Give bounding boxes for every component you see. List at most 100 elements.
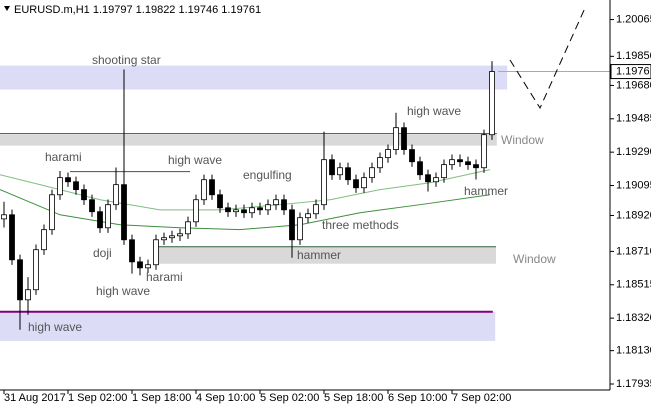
- pattern-annotation: Window: [501, 133, 544, 147]
- y-tick-label: 1.19680: [616, 79, 651, 91]
- candle-body: [297, 217, 303, 241]
- candle-body: [241, 209, 247, 214]
- candle-body: [321, 159, 327, 206]
- candle-body: [121, 184, 127, 241]
- candle-body: [409, 149, 415, 163]
- pattern-annotation: harami: [146, 270, 183, 284]
- candle-body: [177, 233, 183, 237]
- candle-body: [425, 174, 431, 183]
- candle-body: [481, 134, 487, 169]
- y-tick-label: 1.18710: [616, 245, 651, 257]
- candle-body: [305, 213, 311, 219]
- candle-body: [81, 189, 87, 201]
- candle-body: [393, 127, 399, 150]
- candle-body: [97, 211, 103, 229]
- candle-body: [233, 209, 239, 213]
- candle-body: [345, 167, 351, 181]
- y-tick-label: 1.18320: [616, 312, 651, 324]
- pattern-annotation: doji: [93, 246, 112, 260]
- candle-body: [465, 161, 471, 166]
- x-tick-label: 5 Sep 18:00: [324, 392, 383, 404]
- candle-body: [25, 289, 31, 301]
- y-tick-label: 1.19485: [616, 113, 651, 125]
- price-zone: [0, 134, 497, 146]
- candle-body: [217, 194, 223, 209]
- candle-body: [289, 209, 295, 241]
- candle-body: [353, 179, 359, 189]
- candle-body: [441, 164, 447, 179]
- x-tick-label: 4 Sep 10:00: [196, 392, 255, 404]
- candle-body: [385, 149, 391, 159]
- y-tick-label: 1.17935: [616, 378, 651, 390]
- pattern-annotation: high wave: [168, 153, 222, 167]
- pattern-annotation: Window: [513, 252, 556, 266]
- forecast-line: [509, 7, 586, 110]
- candle-body: [9, 214, 15, 261]
- y-tick-label: 1.18130: [616, 345, 651, 357]
- price-zone: [0, 65, 508, 90]
- candle-body: [145, 264, 151, 269]
- x-tick-label: 5 Sep 02:00: [260, 392, 319, 404]
- x-tick-label: 31 Aug 2017: [4, 392, 66, 404]
- current-price-label: 1.19761: [616, 65, 651, 77]
- candle-body: [281, 199, 287, 211]
- candle-body: [201, 179, 207, 201]
- candle-body: [185, 221, 191, 235]
- pattern-annotation: hammer: [297, 248, 341, 262]
- pattern-annotation: harami: [45, 150, 82, 164]
- candle-body: [41, 229, 47, 251]
- candle-body: [209, 179, 215, 196]
- x-tick-label: 7 Sep 02:00: [452, 392, 511, 404]
- pattern-annotation: high wave: [96, 284, 150, 298]
- pattern-annotation: hammer: [464, 184, 508, 198]
- title-icon: [4, 6, 10, 11]
- pattern-annotation: high wave: [28, 320, 82, 334]
- candle-body: [193, 199, 199, 223]
- pattern-annotation: shooting star: [92, 53, 161, 67]
- candle-body: [169, 235, 175, 239]
- candle-body: [265, 204, 271, 211]
- candle-body: [473, 164, 479, 169]
- candle-body: [489, 71, 495, 136]
- candle-body: [337, 167, 343, 176]
- candle-body: [105, 204, 111, 229]
- chart-title: EURUSD.m,H1 1.19797 1.19822 1.19746 1.19…: [14, 4, 261, 16]
- x-tick-label: 1 Sep 02:00: [68, 392, 127, 404]
- candle-body: [129, 239, 135, 263]
- candle-body: [33, 249, 39, 291]
- pattern-annotation: high wave: [407, 104, 461, 118]
- candle-body: [377, 157, 383, 169]
- pattern-annotation: engulfing: [243, 168, 292, 182]
- pattern-annotation: three methods: [322, 218, 399, 232]
- candle-body: [273, 199, 279, 206]
- y-tick-label: 1.18920: [616, 209, 651, 221]
- candle-body: [257, 207, 263, 211]
- y-tick-label: 1.19095: [616, 179, 651, 191]
- candle-body: [401, 127, 407, 150]
- candle-body: [89, 199, 95, 213]
- candle-body: [361, 177, 367, 189]
- moving-average: [0, 169, 491, 211]
- candle-body: [433, 177, 439, 183]
- candle-body: [1, 214, 7, 220]
- candle-body: [153, 239, 159, 266]
- candle-body: [17, 259, 23, 301]
- candle-body: [49, 194, 55, 231]
- candle-body: [313, 204, 319, 215]
- price-zone: [0, 311, 496, 341]
- candle-body: [161, 237, 167, 241]
- current-price-box: [610, 64, 651, 80]
- candle-body: [449, 159, 455, 166]
- candle-body: [113, 184, 119, 206]
- candle-body: [225, 207, 231, 213]
- y-tick-label: 1.19290: [616, 146, 651, 158]
- x-tick-label: 6 Sep 10:00: [388, 392, 447, 404]
- candle-body: [329, 159, 335, 176]
- candle-body: [417, 161, 423, 176]
- candle-body: [57, 177, 63, 196]
- candle-body: [137, 261, 143, 269]
- y-tick-label: 1.18515: [616, 279, 651, 291]
- y-tick-label: 1.19850: [616, 50, 651, 62]
- price-zone: [155, 246, 496, 264]
